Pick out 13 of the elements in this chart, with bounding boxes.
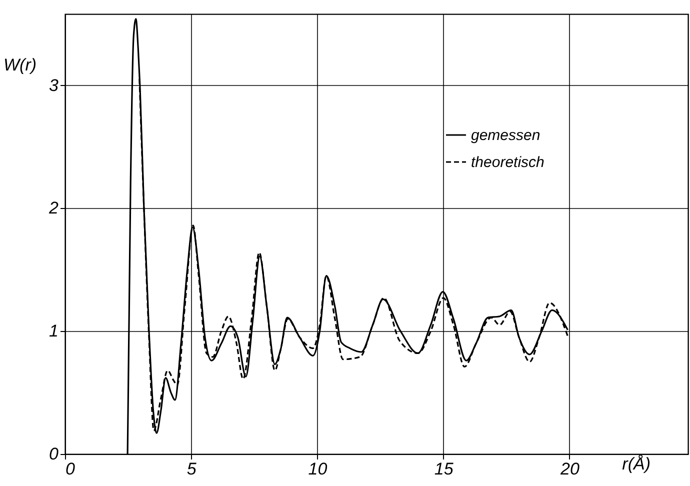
x-tick-label: 10 [308, 460, 328, 478]
x-tick-label: 5 [186, 460, 197, 478]
legend-label: gemessen [471, 127, 540, 144]
y-axis-title: W(r) [4, 56, 37, 74]
y-tick-label: 1 [49, 322, 58, 341]
y-tick-label: 3 [49, 76, 60, 95]
x-tick-label: 0 [66, 460, 76, 478]
y-tick-label: 2 [48, 198, 60, 218]
legend-label: theoretisch [471, 154, 544, 171]
x-axis-title: r(Å) [622, 454, 650, 474]
y-tick-label: 0 [49, 444, 60, 464]
x-tick-label: 20 [559, 460, 580, 478]
x-tick-label: 15 [434, 460, 454, 478]
